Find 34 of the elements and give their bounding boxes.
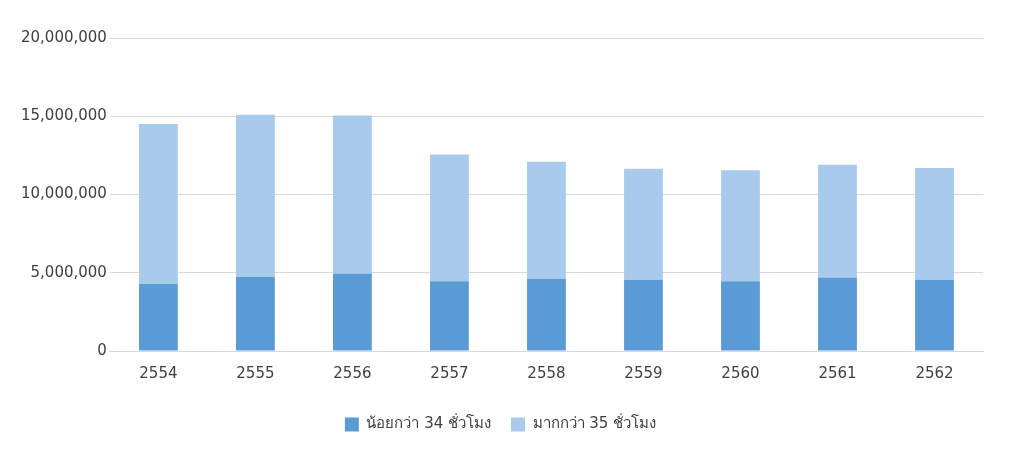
bar bbox=[915, 279, 954, 351]
bar bbox=[721, 170, 760, 282]
x-tick-label: 2556 bbox=[333, 363, 372, 382]
bar bbox=[818, 277, 857, 351]
x-tick-label: 2559 bbox=[624, 363, 663, 382]
y-tick-label: 10,000,000 bbox=[20, 184, 107, 203]
bar bbox=[430, 281, 469, 351]
legend-label: มากกว่า 35 ชั่วโมง bbox=[532, 412, 657, 433]
bar bbox=[818, 164, 857, 278]
bar bbox=[721, 281, 760, 351]
x-tick-label: 2561 bbox=[818, 363, 857, 382]
bar bbox=[138, 124, 178, 284]
bar bbox=[430, 154, 469, 282]
y-tick-label: 5,000,000 bbox=[30, 262, 107, 281]
legend-label: น้อยกว่า 34 ชั่วโมง bbox=[366, 412, 491, 433]
x-tick-label: 2557 bbox=[430, 363, 469, 382]
y-tick-label: 20,000,000 bbox=[20, 27, 107, 46]
x-tick-label: 2560 bbox=[721, 363, 760, 382]
bar bbox=[624, 279, 663, 351]
bar bbox=[333, 273, 372, 351]
bar bbox=[527, 279, 566, 351]
y-tick-label: 15,000,000 bbox=[20, 106, 107, 125]
bar bbox=[624, 168, 663, 280]
x-tick-label: 2558 bbox=[527, 363, 566, 382]
bar bbox=[527, 161, 566, 280]
bar bbox=[236, 276, 275, 351]
y-tick-label: 0 bbox=[97, 340, 107, 359]
bar bbox=[138, 283, 178, 351]
x-tick-label: 2555 bbox=[236, 363, 275, 382]
bar bbox=[236, 114, 275, 277]
x-tick-label: 2554 bbox=[139, 363, 178, 382]
bar bbox=[333, 115, 372, 274]
bar bbox=[915, 167, 954, 280]
x-tick-label: 2562 bbox=[915, 363, 954, 382]
